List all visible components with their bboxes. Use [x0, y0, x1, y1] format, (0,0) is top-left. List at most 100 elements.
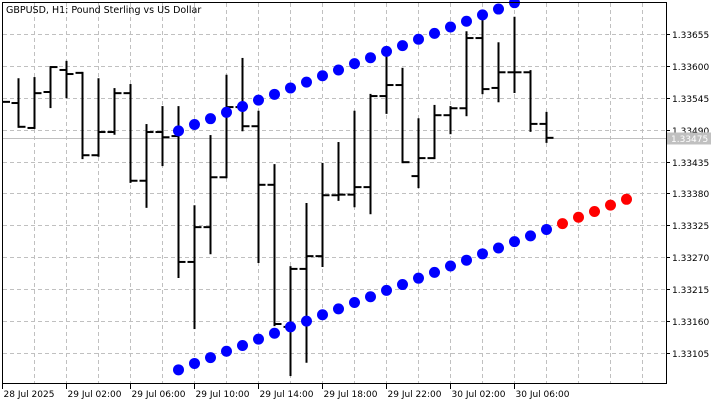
- bars: [3, 13, 554, 377]
- y-tick-label: 1.33600: [672, 63, 709, 73]
- ohlc-bar: [139, 124, 154, 208]
- blue-channel-dot: [541, 223, 552, 235]
- blue-channel-dot: [429, 27, 440, 39]
- blue-channel-dot: [269, 327, 280, 339]
- ohlc-bar: [523, 70, 538, 132]
- blue-channel-dot: [189, 118, 200, 130]
- x-tick-label: 29 Jul 22:00: [388, 390, 442, 400]
- x-tick-label: 29 Jul 02:00: [68, 390, 122, 400]
- chart-title: GBPUSD, H1: Pound Sterling vs US Dollar: [6, 5, 201, 16]
- red-channel-dot: [589, 205, 600, 217]
- ohlc-bar: [123, 84, 138, 183]
- blue-channel-dot: [205, 352, 216, 364]
- blue-channel-dot: [253, 94, 264, 106]
- ohlc-bar: [379, 56, 394, 114]
- x-tick-label: 29 Jul 10:00: [196, 390, 250, 400]
- x-tick-label: 29 Jul 14:00: [260, 390, 314, 400]
- red-channel-dot: [573, 211, 584, 223]
- blue-channel-dot: [221, 106, 232, 118]
- ohlc-bar: [315, 162, 330, 267]
- price-axis[interactable]: 1.33655 1.33600 1.33545 1.33490 1.33435 1.333…: [666, 31, 711, 360]
- ohlc-bar: [235, 57, 250, 132]
- y-tick-label: 1.33655: [672, 31, 709, 41]
- blue-channel-dot: [189, 357, 200, 369]
- blue-channel-dot: [221, 345, 232, 357]
- ohlc-bar: [107, 88, 122, 135]
- ohlc-bar: [43, 66, 58, 109]
- ohlc-bar: [443, 106, 458, 135]
- blue-channel-dot: [253, 333, 264, 345]
- current-price-label: 1.33475: [671, 135, 708, 145]
- blue-channel-dot: [477, 248, 488, 260]
- ohlc-bar: [411, 118, 426, 189]
- ohlc-bar: [75, 71, 90, 160]
- blue-channel-dot: [445, 21, 456, 33]
- blue-channel-dot: [173, 125, 184, 137]
- blue-channel-dot: [317, 70, 328, 82]
- blue-channel-dot: [397, 279, 408, 291]
- ohlc-bar: [507, 16, 522, 93]
- blue-channel-dot: [493, 3, 504, 15]
- blue-channel-dot: [301, 315, 312, 327]
- x-tick-label: 28 Jul 2025: [4, 390, 55, 400]
- blue-channel-dot: [365, 291, 376, 303]
- y-tick-label: 1.33325: [672, 222, 709, 232]
- blue-channel-dot: [381, 45, 392, 57]
- blue-channel-dot: [269, 88, 280, 100]
- blue-channel-dot: [461, 254, 472, 266]
- x-tick-label: 30 Jul 02:00: [452, 390, 506, 400]
- ohlc-bar: [203, 135, 218, 255]
- ohlc-bar: [59, 60, 74, 99]
- blue-channel-dot: [477, 9, 488, 21]
- y-tick-label: 1.33215: [672, 286, 709, 296]
- ohlc-bar: [491, 42, 506, 103]
- blue-channel-dot: [237, 339, 248, 351]
- blue-channel-dot: [445, 260, 456, 272]
- blue-channel-dot: [413, 33, 424, 45]
- ohlc-bar: [427, 104, 442, 160]
- blue-channel-dot: [413, 272, 424, 284]
- current-price-badge: [667, 132, 711, 145]
- channel-dots: [173, 0, 632, 376]
- blue-channel-dot: [349, 297, 360, 309]
- ohlc-bar: [395, 67, 410, 164]
- blue-channel-dot: [333, 64, 344, 76]
- blue-channel-dot: [173, 364, 184, 376]
- blue-channel-dot: [205, 113, 216, 125]
- y-tick-label: 1.33105: [672, 350, 709, 360]
- y-tick-label: 1.33545: [672, 95, 709, 105]
- blue-channel-dot: [237, 101, 248, 112]
- ohlc-bar: [363, 93, 378, 215]
- grid: [3, 3, 666, 383]
- blue-channel-dot: [285, 321, 296, 333]
- x-tick-label: 30 Jul 06:00: [516, 390, 570, 400]
- ohlc-bar: [539, 111, 554, 143]
- ohlc-bar: [27, 77, 42, 129]
- blue-channel-dot: [365, 52, 376, 64]
- y-tick-label: 1.33160: [672, 318, 709, 328]
- blue-channel-dot: [301, 76, 312, 88]
- blue-channel-dot: [317, 309, 328, 321]
- y-tick-label: 1.33380: [672, 190, 709, 200]
- blue-channel-dot: [397, 40, 408, 52]
- ohlc-bar: [299, 202, 314, 363]
- x-tick-label: 29 Jul 06:00: [132, 390, 186, 400]
- blue-channel-dot: [509, 236, 520, 248]
- blue-channel-dot: [285, 82, 296, 94]
- blue-channel-dot: [381, 284, 392, 296]
- blue-channel-dot: [429, 266, 440, 278]
- ohlc-bar: [187, 205, 202, 330]
- blue-channel-dot: [509, 0, 520, 9]
- ohlc-bar: [11, 78, 26, 128]
- blue-channel-dot: [349, 58, 360, 70]
- y-tick-label: 1.33435: [672, 159, 709, 169]
- blue-channel-dot: [525, 230, 536, 242]
- y-tick-label: 1.33270: [672, 254, 709, 264]
- ohlc-bar: [91, 78, 106, 157]
- ohlc-bar: [475, 13, 490, 95]
- x-tick-label: 29 Jul 18:00: [324, 390, 378, 400]
- blue-channel-dot: [333, 303, 344, 315]
- time-axis[interactable]: 28 Jul 2025 29 Jul 02:00 29 Jul 06:00 29 Ju…: [2, 384, 570, 400]
- ohlc-bar: [459, 31, 474, 117]
